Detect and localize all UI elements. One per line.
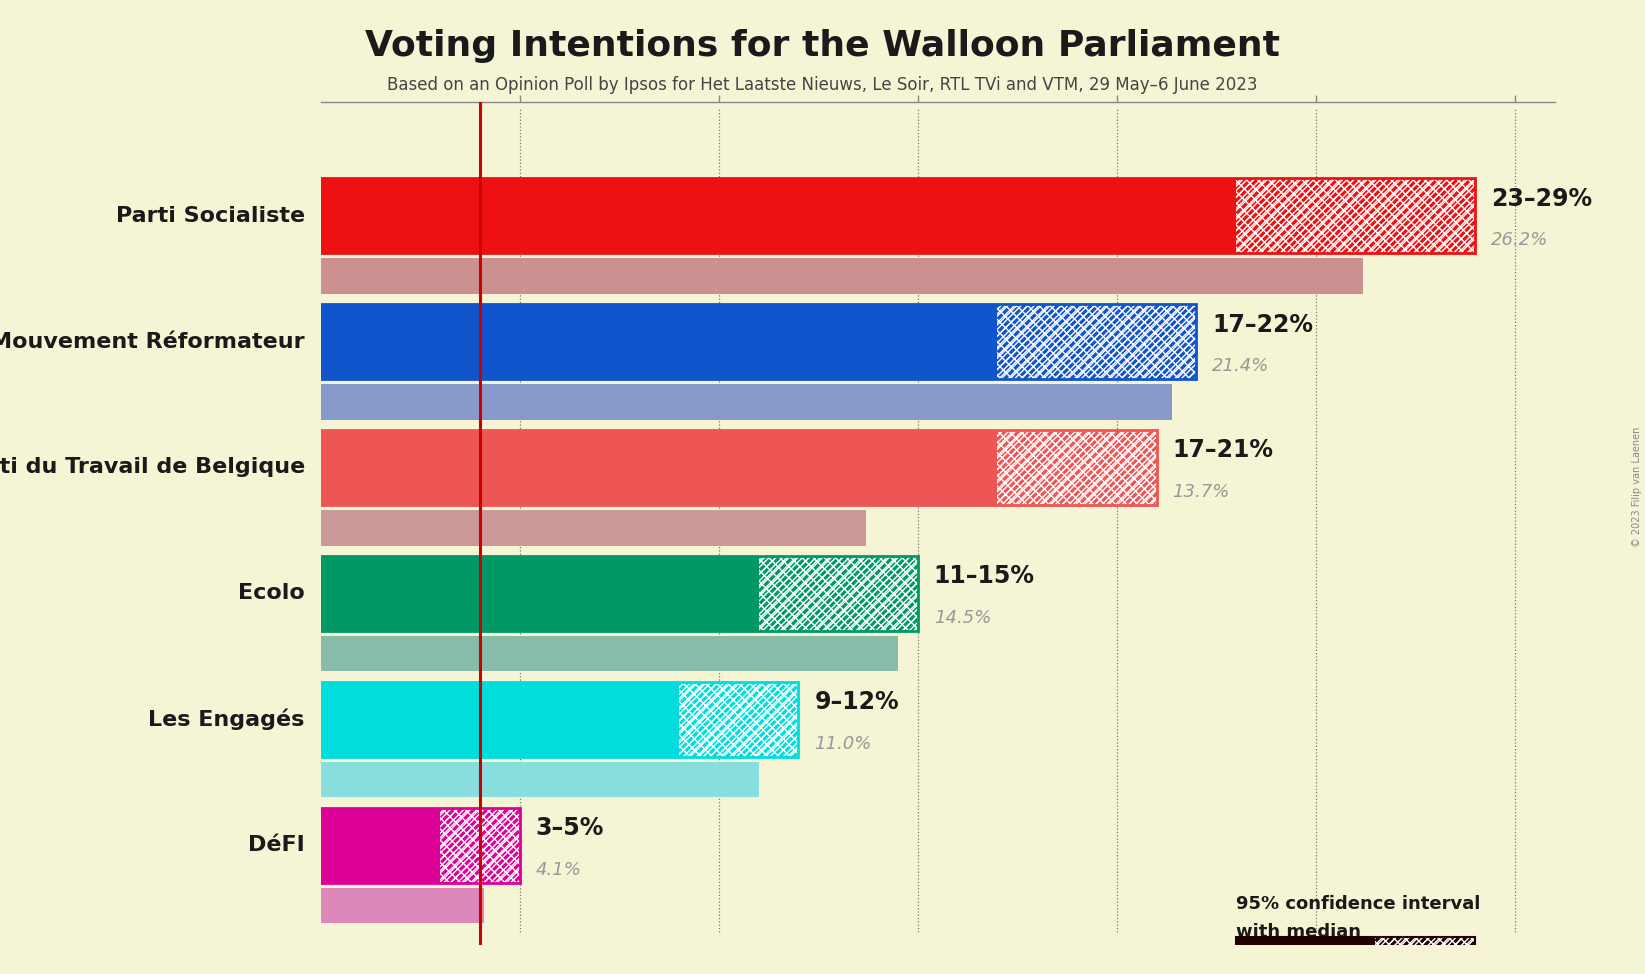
Bar [321,178,1235,253]
Text: 4.1%: 4.1% [536,861,582,879]
Bar [321,178,1476,253]
Bar [758,555,918,631]
Text: Les Engagés: Les Engagés [148,709,304,730]
Bar [679,682,798,757]
Text: 3–5%: 3–5% [536,816,604,841]
Text: 9–12%: 9–12% [814,691,898,714]
Text: 26.2%: 26.2% [1490,231,1548,249]
Bar [321,763,758,798]
Text: 17–21%: 17–21% [1173,438,1273,463]
Text: Mouvement Réformateur: Mouvement Réformateur [0,331,304,352]
Bar [441,807,520,883]
Bar [997,304,1196,379]
Text: with median: with median [1235,923,1360,941]
Bar [321,430,1156,506]
Bar [1235,178,1476,253]
Text: 23–29%: 23–29% [1490,187,1592,210]
Bar [1375,937,1476,974]
Bar [321,430,997,506]
Text: Parti Socialiste: Parti Socialiste [115,206,304,226]
Text: © 2023 Filip van Laenen: © 2023 Filip van Laenen [1632,427,1642,547]
Text: Based on an Opinion Poll by Ipsos for Het Laatste Nieuws, Le Soir, RTL TVi and V: Based on an Opinion Poll by Ipsos for He… [387,76,1258,94]
Bar [321,304,1196,379]
Text: 11–15%: 11–15% [934,564,1035,588]
Bar [321,807,520,883]
Bar [997,430,1156,506]
Bar [321,555,758,631]
Text: 14.5%: 14.5% [934,609,990,627]
Bar [997,430,1156,506]
Bar [997,304,1196,379]
Text: Parti du Travail de Belgique: Parti du Travail de Belgique [0,458,304,477]
Bar [1235,937,1375,974]
Bar [441,807,520,883]
Text: 21.4%: 21.4% [1212,357,1270,375]
Bar [1235,937,1476,974]
Bar [321,807,441,883]
Bar [321,636,898,671]
Text: 95% confidence interval: 95% confidence interval [1235,895,1480,914]
Text: 13.7%: 13.7% [1173,483,1230,501]
Text: 11.0%: 11.0% [814,735,872,753]
Bar [321,682,679,757]
Bar [1235,972,1439,974]
Bar [321,555,918,631]
Bar [321,682,798,757]
Bar [321,258,1364,294]
Bar [321,888,484,923]
Text: 17–22%: 17–22% [1212,313,1313,337]
Bar [679,682,798,757]
Bar [1375,937,1476,974]
Text: Voting Intentions for the Walloon Parliament: Voting Intentions for the Walloon Parlia… [365,29,1280,63]
Bar [321,510,865,545]
Bar [321,385,1173,420]
Text: DéFI: DéFI [248,836,304,855]
Text: Ecolo: Ecolo [239,583,304,604]
Bar [321,304,997,379]
Bar [1235,178,1476,253]
Bar [758,555,918,631]
